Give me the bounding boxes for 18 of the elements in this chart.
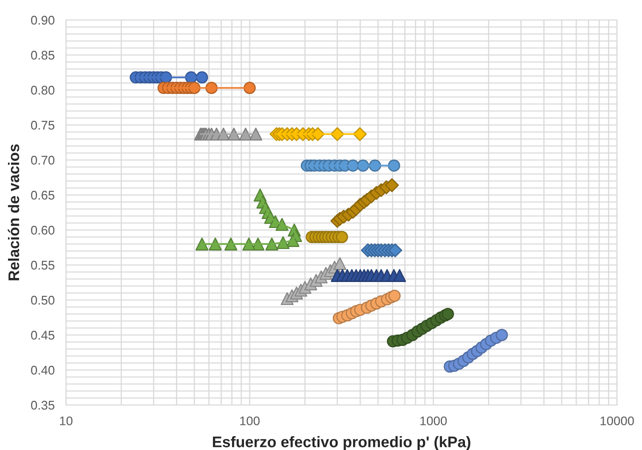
y-tick-label: 0.60 [31, 226, 54, 235]
y-tick-label: 0.70 [31, 156, 54, 165]
y-tick-label: 0.50 [31, 296, 54, 305]
y-tick-label: 0.80 [31, 86, 54, 95]
x-tick-label: 10000 [600, 416, 634, 426]
y-tick-label: 0.90 [31, 16, 54, 25]
x-tick-label: 100 [240, 416, 260, 426]
y-tick-label: 0.65 [31, 190, 54, 200]
y-tick-label: 0.40 [31, 366, 54, 375]
y-tick-label: 0.55 [31, 260, 54, 270]
y-axis-title: Relación de vacios [8, 144, 20, 280]
x-tick-label: 10 [60, 416, 72, 426]
y-tick-label: 0.35 [31, 400, 54, 410]
y-tick-label: 0.85 [31, 50, 54, 60]
y-tick-label: 0.75 [31, 120, 54, 130]
y-tick-label: 0.45 [31, 330, 54, 340]
x-axis-title: Esfuerzo efectivo promedio p' (kPa) [212, 436, 470, 450]
x-tick-label: 1000 [420, 416, 447, 426]
